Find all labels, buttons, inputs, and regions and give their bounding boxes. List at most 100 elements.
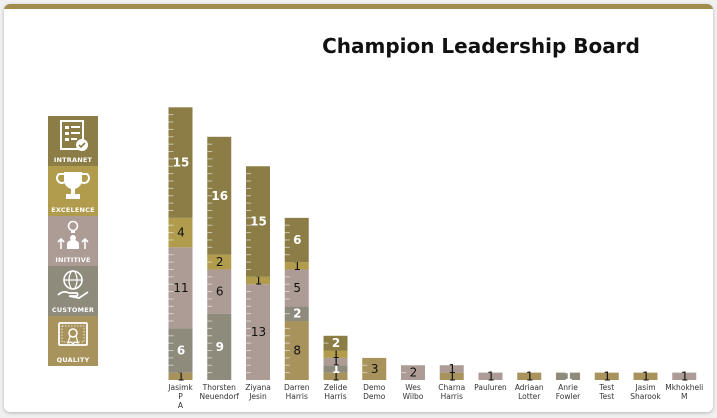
bar-segment-quality[interactable]: [323, 372, 348, 380]
legend-item-customer[interactable]: CUSTOMER: [48, 266, 98, 316]
bar-segment-initiative[interactable]: [478, 372, 503, 380]
data-label: 15: [250, 215, 267, 229]
bar-stack[interactable]: 1: [517, 369, 542, 383]
data-label: 1: [332, 355, 340, 369]
bar-segment-quality[interactable]: [439, 372, 464, 380]
bar-stack[interactable]: 8 2 5 1 6: [284, 217, 309, 380]
chart-title: Champion Leadership Board: [322, 34, 640, 58]
lightbulb-person-icon: [57, 220, 89, 249]
bar-segment-excellence[interactable]: [284, 262, 309, 270]
category-label: Jasimk P A: [167, 383, 193, 410]
bar-segment-initiative[interactable]: [284, 269, 309, 307]
data-label: 1: [642, 369, 650, 383]
data-label: 5: [293, 281, 301, 295]
bar-segment-customer[interactable]: [207, 313, 232, 380]
category-label: Zelide Harris: [324, 383, 348, 401]
legend-label: INTRANET: [53, 156, 93, 164]
bar-stack[interactable]: 2: [401, 365, 425, 380]
bar-segment-quality[interactable]: [517, 372, 542, 380]
bar-stack[interactable]: 1 6 11 4 15: [168, 107, 193, 383]
data-label: 1: [255, 274, 263, 288]
bar-segment-initiative[interactable]: [401, 365, 425, 380]
data-label: 1: [448, 369, 456, 383]
data-label: 2: [410, 366, 418, 380]
bar-segment-intranet[interactable]: [168, 107, 193, 218]
data-label: 1: [487, 369, 495, 383]
data-label: 1: [564, 369, 572, 383]
bar-segment-excellence[interactable]: [207, 254, 232, 270]
bar-stack[interactable]: 3: [362, 357, 387, 380]
bar-segment-excellence[interactable]: [246, 276, 270, 285]
category-label: Demo Demo: [363, 383, 386, 401]
bar-stack[interactable]: 1: [633, 369, 658, 383]
data-label: 16: [211, 189, 228, 203]
data-label: 1: [177, 369, 185, 383]
bar-segment-initiative[interactable]: [439, 365, 464, 373]
bar-stack[interactable]: 13 1 15: [246, 166, 270, 380]
globe-hand-icon: [57, 270, 89, 299]
data-label: 15: [173, 156, 190, 170]
bar-segment-quality[interactable]: [168, 372, 193, 380]
bar-stack[interactable]: 9 6 2 16: [207, 136, 232, 380]
data-label: 1: [332, 362, 340, 376]
bar-segment-customer[interactable]: [284, 306, 309, 322]
category-label: Anrie Fowler: [556, 383, 581, 401]
bar-segment-initiative[interactable]: [246, 284, 270, 380]
category-label: Wes Wilbo: [403, 383, 424, 401]
bar-segment-initiative[interactable]: [168, 247, 193, 329]
bar-stack[interactable]: 1: [556, 369, 580, 383]
category-legend: INTRANET EXCELENCE INITITIVE: [48, 116, 98, 366]
data-label: 2: [293, 307, 301, 321]
category-label: Charna Harris: [438, 383, 465, 401]
data-label: 1: [526, 369, 534, 383]
bar-segment-intranet[interactable]: [246, 166, 270, 277]
bar-segment-quality[interactable]: [633, 372, 658, 380]
bar-segment-customer[interactable]: [556, 372, 580, 380]
bar-segment-intranet[interactable]: [323, 335, 348, 351]
category-label: Adriaan Lotter: [515, 383, 544, 401]
data-label: 1: [681, 369, 689, 383]
category-label: Pauluren: [474, 383, 507, 392]
category-label: Thorsten Neuendorf: [200, 383, 240, 401]
data-label: 1: [332, 369, 340, 383]
data-label: 1: [293, 259, 301, 273]
data-label: 13: [251, 325, 266, 339]
bar-segment-customer[interactable]: [323, 365, 348, 373]
intranet-checklist-icon: [60, 120, 88, 151]
bar-segment-quality[interactable]: [594, 372, 619, 380]
data-label: 3: [371, 362, 379, 376]
bar-segment-initiative[interactable]: [672, 372, 697, 380]
data-label: 6: [293, 233, 301, 247]
certificate-icon: [58, 322, 88, 346]
trophy-icon: [56, 172, 90, 199]
data-label: 9: [216, 340, 224, 354]
category-label: Mkhokheli M: [665, 383, 703, 401]
legend-item-initiative[interactable]: INITITIVE: [48, 216, 98, 266]
data-label: 2: [216, 255, 224, 269]
bar-stack[interactable]: 1: [478, 369, 503, 383]
legend-label: INITITIVE: [55, 256, 91, 264]
data-label: 1: [332, 347, 340, 361]
bar-segment-quality[interactable]: [362, 357, 387, 380]
bar-segment-excellence[interactable]: [323, 350, 348, 358]
bar-stack[interactable]: 11: [439, 362, 464, 383]
legend-label: QUALITY: [56, 356, 90, 364]
legend-label: EXCELENCE: [51, 206, 95, 214]
legend-label: CUSTOMER: [51, 306, 95, 314]
bar-stack[interactable]: 1: [594, 369, 619, 383]
category-label: Darren Harris: [284, 383, 310, 401]
data-label: 8: [293, 344, 301, 358]
bar-segment-initiative[interactable]: [323, 357, 348, 366]
legend-item-excellence[interactable]: EXCELENCE: [48, 166, 98, 216]
chart-card: Champion Leadership Board 1 6 11 4 15 Jasimk P…: [4, 4, 713, 412]
legend-item-quality[interactable]: QUALITY: [48, 316, 98, 366]
data-label: 1: [448, 362, 456, 376]
data-label: 6: [177, 344, 185, 358]
data-label: 4: [177, 226, 185, 240]
category-label: Jasim Sharook: [630, 383, 661, 401]
data-label: 6: [216, 285, 224, 299]
bar-stack[interactable]: 1: [672, 369, 697, 383]
legend-item-intranet[interactable]: INTRANET: [48, 116, 98, 166]
accent-bar: [4, 4, 713, 9]
